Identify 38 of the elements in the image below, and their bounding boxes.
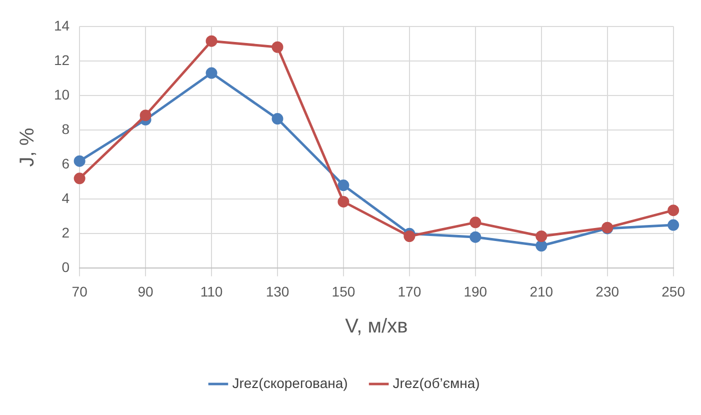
point <box>536 230 548 242</box>
x-tick-label: 190 <box>464 283 488 300</box>
point <box>74 155 86 167</box>
y-axis-title: J, % <box>16 128 39 167</box>
x-tick-label: 150 <box>332 283 356 300</box>
point <box>470 231 482 243</box>
point <box>668 219 680 231</box>
y-tick-label: 12 <box>54 52 70 68</box>
x-tick-label: 250 <box>662 283 686 300</box>
y-tick-label: 14 <box>54 17 70 34</box>
legend-label: Jrez(об’ємна) <box>392 374 480 391</box>
x-tick-label: 170 <box>398 283 422 300</box>
x-axis-title: V, м/хв <box>345 316 408 338</box>
point <box>470 216 482 228</box>
y-tick-label: 6 <box>62 155 70 172</box>
y-tick-label: 2 <box>62 224 70 241</box>
y-tick-label: 4 <box>62 190 70 206</box>
x-tick-label: 230 <box>596 283 620 300</box>
x-tick-label: 90 <box>138 283 154 300</box>
x-tick-label: 110 <box>200 283 223 300</box>
point <box>272 113 284 125</box>
point <box>74 172 86 184</box>
point <box>404 230 416 242</box>
y-tick-label: 10 <box>54 86 70 102</box>
point <box>272 41 284 53</box>
point <box>206 67 218 79</box>
x-tick-label: 210 <box>530 283 554 300</box>
y-tick-label: 8 <box>62 120 70 137</box>
legend-label: Jrez(скорегована) <box>232 374 348 391</box>
point <box>338 180 350 192</box>
point <box>536 240 548 252</box>
point <box>206 35 218 47</box>
y-tick-label: 0 <box>62 259 70 276</box>
point <box>668 204 680 216</box>
x-tick-label: 130 <box>266 283 290 300</box>
point <box>338 196 350 208</box>
point <box>140 110 152 122</box>
x-tick-label: 70 <box>72 283 88 300</box>
